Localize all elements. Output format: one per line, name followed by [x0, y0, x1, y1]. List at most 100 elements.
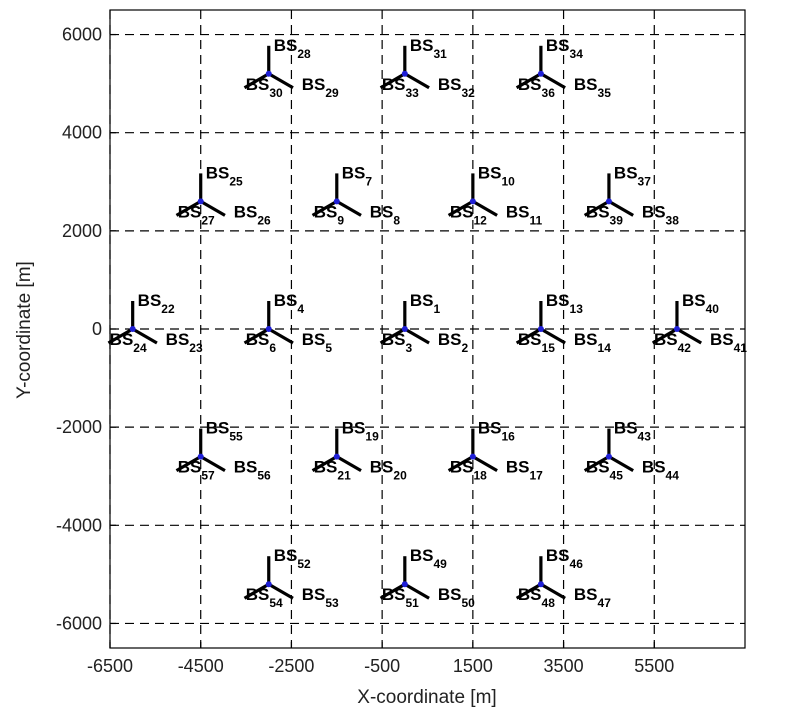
base-station-label-15: BS15: [518, 330, 555, 355]
base-station-label-48: BS48: [518, 585, 555, 610]
antenna-southeast: [472, 200, 498, 217]
base-station-label-32: BS32: [438, 75, 475, 100]
y-tick-label: -4000: [56, 515, 102, 535]
base-station-label-24: BS24: [110, 330, 147, 355]
site-marker: [401, 70, 408, 77]
site-marker: [605, 198, 612, 205]
antenna-southwest: [379, 327, 406, 345]
base-station-label-16: BS16: [478, 419, 515, 444]
antenna-southeast: [404, 582, 430, 600]
base-station-label-29: BS29: [302, 75, 339, 100]
axis-ticks: -6500 -4500 -2500 -500 1500 3500 5500 -6000 -400…: [56, 25, 674, 676]
site-marker: [401, 326, 408, 332]
base-station-label-54: BS54: [246, 585, 283, 610]
base-station-site: BS46 BS47 BS48: [515, 546, 611, 610]
base-station-label-23: BS23: [166, 330, 203, 355]
site-marker: [673, 326, 680, 332]
site-marker: [333, 198, 340, 205]
antenna-southeast: [676, 327, 703, 345]
base-station-label-57: BS57: [178, 458, 215, 483]
antenna-southwest: [583, 200, 610, 217]
antenna-southwest: [243, 72, 270, 90]
base-station-label-38: BS38: [642, 202, 679, 227]
site-marker: [537, 326, 544, 332]
antenna-southwest: [515, 72, 542, 90]
base-station-site: BS13 BS14 BS15: [515, 291, 611, 355]
base-station-site: BS10 BS11 BS12: [447, 163, 542, 227]
y-tick-label: -2000: [56, 417, 102, 437]
y-axis-label: Y-coordinate [m]: [14, 261, 35, 399]
base-station-label-26: BS26: [234, 202, 271, 227]
antenna-southeast: [608, 455, 634, 472]
antenna-southeast: [267, 72, 294, 90]
base-station-label-5: BS5: [302, 330, 333, 355]
base-station-site: BS1 BS2 BS3: [379, 291, 469, 355]
base-station-label-41: BS41: [710, 330, 747, 355]
base-station-label-55: BS55: [206, 419, 243, 444]
x-tick-label: -2500: [268, 656, 314, 676]
base-station-label-43: BS43: [614, 419, 651, 444]
antenna-southeast: [335, 200, 362, 217]
base-station-label-27: BS27: [178, 202, 215, 227]
base-station-label-2: BS2: [438, 330, 469, 355]
base-station-label-44: BS44: [642, 458, 679, 483]
antenna-southwest: [447, 455, 474, 472]
base-station-site: BS31 BS32 BS33: [379, 36, 475, 100]
antenna-southwest: [379, 582, 406, 600]
x-tick-label: 5500: [634, 656, 674, 676]
base-station-site: BS28 BS29 BS30: [243, 36, 339, 100]
x-tick-label: 1500: [453, 656, 493, 676]
site-marker: [605, 453, 612, 460]
site-marker: [333, 453, 340, 460]
antenna-southwest: [447, 200, 474, 217]
y-tick-label: 2000: [62, 221, 102, 241]
base-station-label-4: BS4: [274, 291, 305, 316]
base-station-label-22: BS22: [138, 291, 175, 316]
antenna-southeast: [540, 582, 566, 600]
base-station-label-18: BS18: [450, 458, 487, 483]
base-station-label-6: BS6: [246, 330, 277, 355]
base-station-label-40: BS40: [682, 291, 719, 316]
base-station-label-31: BS31: [410, 36, 447, 61]
base-station-site: BS49 BS50 BS51: [379, 546, 475, 610]
antenna-southwest: [515, 327, 542, 345]
base-station-label-7: BS7: [342, 163, 373, 188]
base-station-label-47: BS47: [574, 585, 611, 610]
antenna-southwest: [379, 72, 406, 90]
base-station-label-17: BS17: [506, 458, 543, 483]
base-station-label-50: BS50: [438, 585, 475, 610]
antenna-southwest: [583, 455, 610, 472]
site-marker: [197, 198, 204, 205]
antenna-southwest: [515, 582, 542, 600]
base-station-site: BS7 BS8 BS9: [311, 163, 400, 227]
base-station-label-9: BS9: [314, 202, 345, 227]
antenna-southeast: [404, 327, 430, 345]
antenna-southeast: [540, 72, 566, 90]
y-tick-label: 0: [92, 319, 102, 339]
base-station-site: BS52 BS53 BS54: [243, 546, 339, 610]
base-station-site: BS16 BS17 BS18: [447, 419, 543, 483]
base-station-label-56: BS56: [234, 458, 271, 483]
base-station-label-21: BS21: [314, 458, 351, 483]
base-station-label-52: BS52: [274, 546, 311, 571]
antenna-southeast: [131, 327, 158, 345]
base-station-label-30: BS30: [246, 75, 283, 100]
base-station-label-36: BS36: [518, 75, 555, 100]
antenna-southeast: [472, 455, 498, 472]
base-station-label-46: BS46: [546, 546, 583, 571]
antenna-southeast: [267, 582, 294, 600]
base-station-site: BS25 BS26 BS27: [175, 163, 271, 227]
base-station-label-34: BS34: [546, 36, 583, 61]
base-station-site: BS34 BS35 BS36: [515, 36, 611, 100]
antenna-southwest: [651, 327, 678, 345]
site-marker: [265, 581, 272, 588]
base-station-label-37: BS37: [614, 163, 651, 188]
base-station-site: BS43 BS44 BS45: [583, 419, 679, 483]
site-marker: [265, 70, 272, 77]
base-station-label-51: BS51: [382, 585, 419, 610]
grid-lines: [109, 10, 745, 648]
antenna-southwest: [107, 327, 134, 345]
antenna-southwest: [311, 200, 338, 217]
